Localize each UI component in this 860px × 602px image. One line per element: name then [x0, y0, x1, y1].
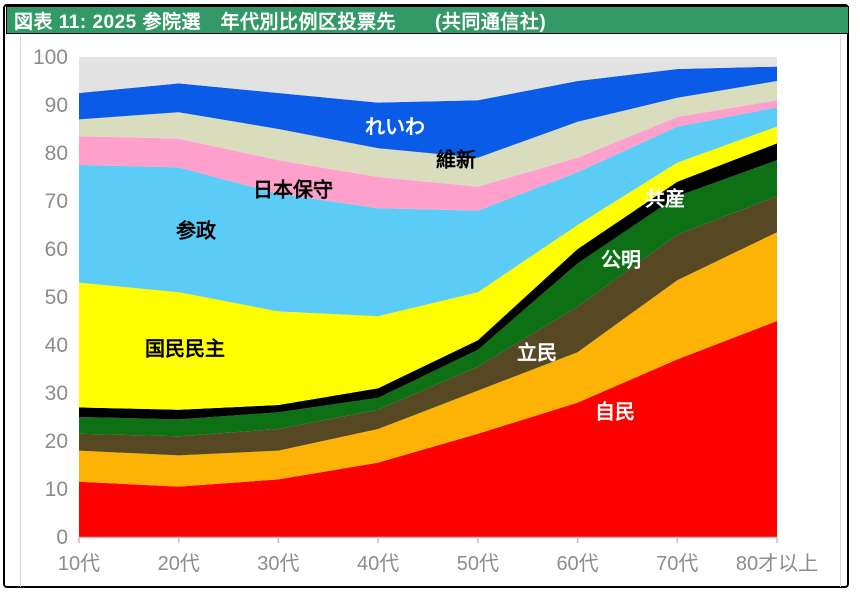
area-band-unlabeled-10	[79, 57, 777, 103]
y-tick-label-30: 30	[45, 382, 68, 405]
x-tick-label-20代: 20代	[158, 552, 200, 575]
series-label-共産: 共産	[645, 188, 685, 211]
area-band-unlabeled-4	[79, 143, 777, 420]
x-tick-label-70代: 70代	[656, 552, 698, 575]
series-label-れいわ: れいわ	[365, 116, 425, 139]
series-label-維新: 維新	[436, 149, 476, 172]
x-tick-label-80才以上: 80才以上	[736, 552, 818, 575]
area-band-自民	[79, 321, 777, 537]
x-tick-label-40代: 40代	[357, 552, 399, 575]
area-band-立民	[79, 232, 777, 487]
y-tick-label-100: 100	[33, 46, 68, 69]
area-band-公明	[79, 196, 777, 456]
area-band-維新	[79, 81, 777, 187]
x-tick-label-50代: 50代	[457, 552, 499, 575]
chart-frame-left	[20, 36, 21, 587]
chart-title-bar: 図表 11: 2025 参院選 年代別比例区投票先 (共同通信社)	[6, 6, 849, 34]
chart-frame-right	[840, 36, 841, 587]
y-tick-label-60: 60	[45, 238, 68, 261]
area-band-参政	[79, 107, 777, 317]
chart-title: 図表 11: 2025 参院選 年代別比例区投票先 (共同通信社)	[14, 11, 547, 33]
series-label-立民: 立民	[517, 342, 557, 365]
series-label-国民民主: 国民民主	[145, 338, 225, 361]
y-tick-label-0: 0	[56, 526, 68, 549]
series-label-自民: 自民	[595, 401, 635, 424]
y-tick-label-10: 10	[45, 478, 68, 501]
y-tick-label-20: 20	[45, 430, 68, 453]
series-label-公明: 公明	[601, 249, 641, 272]
y-tick-label-40: 40	[45, 334, 68, 357]
series-label-日本保守: 日本保守	[253, 179, 333, 202]
x-tick-label-30代: 30代	[257, 552, 299, 575]
x-tick-label-10代: 10代	[58, 552, 100, 575]
area-band-れいわ	[79, 66, 777, 158]
x-tick-label-60代: 60代	[556, 552, 598, 575]
area-band-共産	[79, 160, 777, 437]
y-tick-label-80: 80	[45, 142, 68, 165]
y-tick-label-50: 50	[45, 286, 68, 309]
y-tick-label-90: 90	[45, 94, 68, 117]
area-band-国民民主	[79, 126, 777, 410]
series-label-参政: 参政	[176, 220, 216, 243]
area-band-日本保守	[79, 100, 777, 211]
y-tick-label-70: 70	[45, 190, 68, 213]
